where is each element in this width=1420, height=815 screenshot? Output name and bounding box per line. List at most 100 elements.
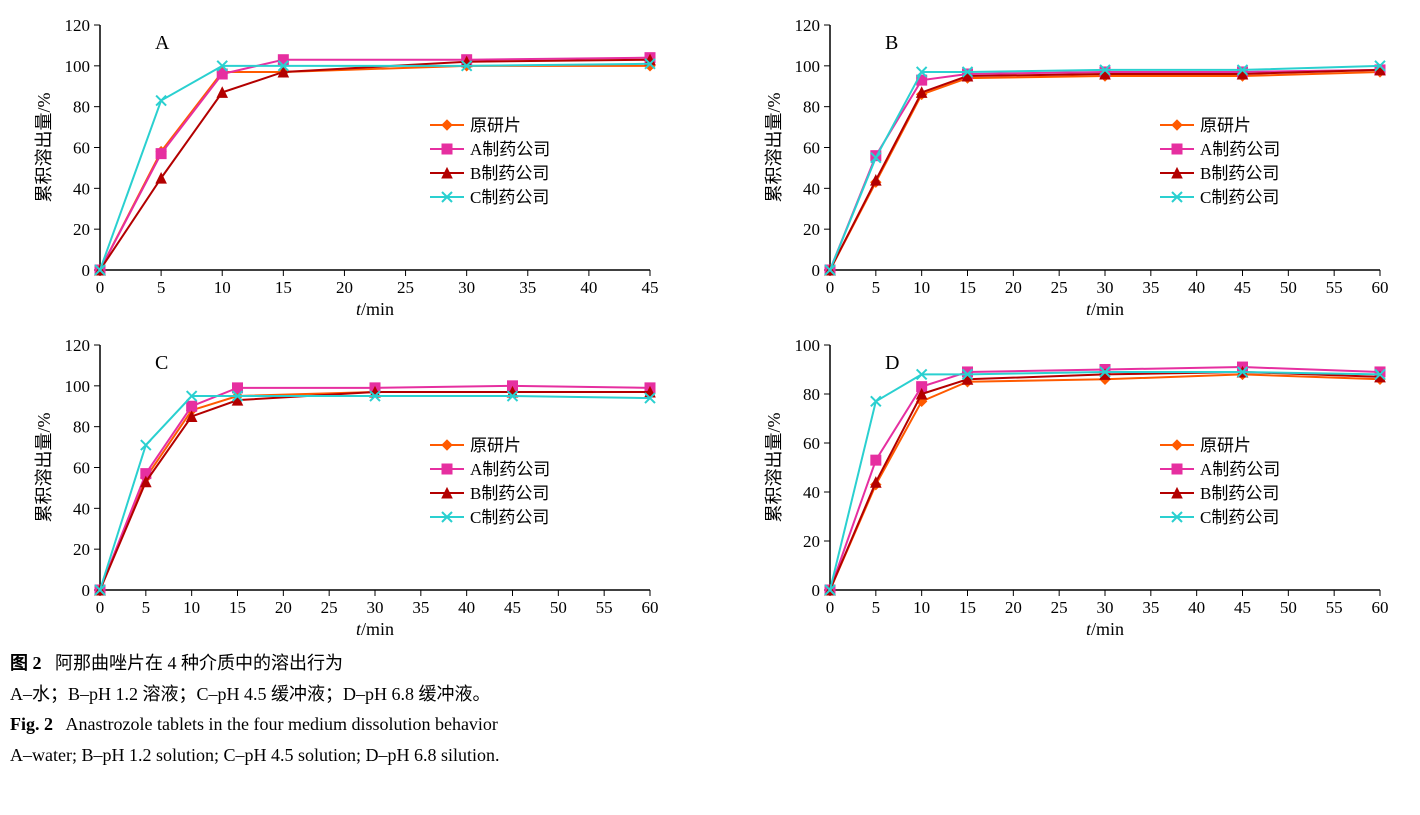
svg-text:60: 60: [803, 139, 820, 158]
svg-text:t/min: t/min: [1086, 619, 1124, 639]
svg-text:B制药公司: B制药公司: [1200, 164, 1279, 183]
svg-text:累积溶出量/%: 累积溶出量/%: [764, 92, 784, 202]
svg-text:5: 5: [142, 598, 151, 617]
svg-text:40: 40: [803, 179, 820, 198]
panel-D: 051015202530354045505560020406080100t/mi…: [740, 330, 1420, 640]
svg-text:累积溶出量/%: 累积溶出量/%: [34, 92, 54, 202]
svg-text:t/min: t/min: [356, 619, 394, 639]
svg-text:0: 0: [82, 581, 91, 600]
svg-text:40: 40: [73, 499, 90, 518]
svg-text:120: 120: [65, 336, 91, 355]
panel-C: 051015202530354045505560020406080100120t…: [10, 330, 700, 640]
svg-text:15: 15: [275, 278, 292, 297]
svg-text:100: 100: [795, 57, 821, 76]
svg-text:B制药公司: B制药公司: [470, 484, 549, 503]
svg-text:B制药公司: B制药公司: [470, 164, 549, 183]
svg-text:0: 0: [82, 261, 91, 280]
svg-text:50: 50: [1280, 278, 1297, 297]
svg-text:45: 45: [1234, 598, 1251, 617]
svg-text:累积溶出量/%: 累积溶出量/%: [764, 412, 784, 522]
svg-text:5: 5: [872, 598, 881, 617]
svg-text:20: 20: [803, 220, 820, 239]
svg-text:原研片: 原研片: [1200, 436, 1251, 455]
svg-text:30: 30: [367, 598, 384, 617]
svg-text:45: 45: [1234, 278, 1251, 297]
svg-text:A制药公司: A制药公司: [470, 140, 550, 159]
svg-text:120: 120: [795, 16, 821, 35]
svg-text:55: 55: [1326, 278, 1343, 297]
figure-captions: 图 2 阿那曲唑片在 4 种介质中的溶出行为 A–水；B–pH 1.2 溶液；C…: [10, 648, 1420, 770]
caption-cn: 阿那曲唑片在 4 种介质中的溶出行为: [55, 653, 343, 673]
svg-text:0: 0: [826, 278, 835, 297]
svg-text:35: 35: [1142, 278, 1159, 297]
svg-text:55: 55: [596, 598, 613, 617]
svg-text:25: 25: [397, 278, 414, 297]
svg-text:60: 60: [1372, 278, 1389, 297]
svg-text:60: 60: [642, 598, 659, 617]
svg-text:40: 40: [1188, 278, 1205, 297]
svg-text:35: 35: [519, 278, 536, 297]
svg-text:D: D: [885, 352, 899, 374]
svg-text:C: C: [155, 352, 168, 374]
svg-text:35: 35: [412, 598, 429, 617]
svg-text:35: 35: [1142, 598, 1159, 617]
svg-text:10: 10: [214, 278, 231, 297]
svg-text:50: 50: [1280, 598, 1297, 617]
svg-text:60: 60: [73, 459, 90, 478]
svg-text:A制药公司: A制药公司: [1200, 140, 1280, 159]
svg-text:5: 5: [157, 278, 166, 297]
svg-text:120: 120: [65, 16, 91, 35]
svg-text:0: 0: [96, 278, 105, 297]
svg-text:60: 60: [73, 139, 90, 158]
svg-text:45: 45: [504, 598, 521, 617]
svg-text:10: 10: [913, 598, 930, 617]
svg-text:15: 15: [229, 598, 246, 617]
svg-text:60: 60: [1372, 598, 1389, 617]
svg-text:0: 0: [96, 598, 105, 617]
svg-text:10: 10: [913, 278, 930, 297]
svg-text:40: 40: [73, 179, 90, 198]
svg-text:100: 100: [795, 336, 821, 355]
svg-text:100: 100: [65, 57, 91, 76]
subcaption-cn: A–水；B–pH 1.2 溶液；C–pH 4.5 缓冲液；D–pH 6.8 缓冲…: [10, 679, 1420, 710]
svg-text:40: 40: [458, 598, 475, 617]
svg-text:0: 0: [826, 598, 835, 617]
svg-text:5: 5: [872, 278, 881, 297]
svg-text:30: 30: [458, 278, 475, 297]
panel-B: 051015202530354045505560020406080100120t…: [740, 10, 1420, 320]
svg-text:原研片: 原研片: [470, 436, 521, 455]
svg-text:C制药公司: C制药公司: [1200, 188, 1279, 207]
svg-text:100: 100: [65, 377, 91, 396]
svg-text:A制药公司: A制药公司: [470, 460, 550, 479]
svg-text:20: 20: [275, 598, 292, 617]
svg-text:45: 45: [642, 278, 659, 297]
svg-text:A: A: [155, 32, 170, 54]
svg-text:40: 40: [580, 278, 597, 297]
svg-text:25: 25: [321, 598, 338, 617]
svg-text:0: 0: [812, 261, 821, 280]
svg-text:t/min: t/min: [1086, 299, 1124, 319]
svg-text:0: 0: [812, 581, 821, 600]
svg-text:B制药公司: B制药公司: [1200, 484, 1279, 503]
svg-text:60: 60: [803, 434, 820, 453]
svg-text:55: 55: [1326, 598, 1343, 617]
svg-text:10: 10: [183, 598, 200, 617]
svg-text:20: 20: [803, 532, 820, 551]
svg-text:25: 25: [1051, 278, 1068, 297]
svg-text:25: 25: [1051, 598, 1068, 617]
svg-text:80: 80: [73, 418, 90, 437]
svg-text:20: 20: [73, 540, 90, 559]
svg-text:30: 30: [1097, 278, 1114, 297]
svg-text:40: 40: [803, 483, 820, 502]
svg-text:原研片: 原研片: [1200, 116, 1251, 135]
svg-text:80: 80: [803, 98, 820, 117]
svg-text:15: 15: [959, 598, 976, 617]
svg-text:20: 20: [1005, 598, 1022, 617]
svg-text:C制药公司: C制药公司: [470, 188, 549, 207]
svg-text:30: 30: [1097, 598, 1114, 617]
svg-text:20: 20: [336, 278, 353, 297]
subcaption-en: A–water; B–pH 1.2 solution; C–pH 4.5 sol…: [10, 740, 1420, 771]
svg-text:原研片: 原研片: [470, 116, 521, 135]
svg-text:A制药公司: A制药公司: [1200, 460, 1280, 479]
caption-en: Anastrozole tablets in the four medium d…: [66, 714, 498, 734]
